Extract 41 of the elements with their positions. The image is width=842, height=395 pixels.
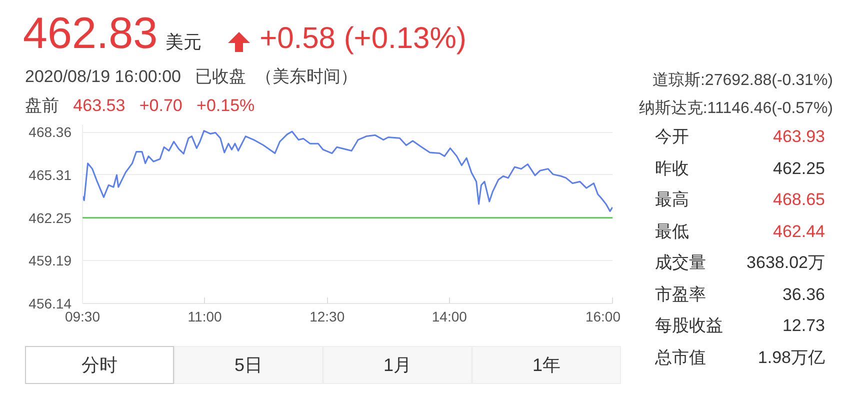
text: 462.25 xyxy=(773,158,825,178)
text: 道琼斯:27692.88(-0.31%) xyxy=(651,70,833,91)
text: 36.36 xyxy=(782,284,825,304)
text: 2020/08/19 16:00:00 已收盘 （美东时间） xyxy=(25,67,358,86)
category-label: 昨收 xyxy=(655,158,689,180)
text: 3638.02万 xyxy=(746,253,825,272)
category-label: 今开 xyxy=(655,126,689,148)
x-tick-label: 14:00 xyxy=(432,308,468,324)
category-label: 总市值 xyxy=(655,346,706,368)
text: +0.58 (+0.13%) xyxy=(260,22,466,55)
text: 1月 xyxy=(323,346,472,384)
category-label: 最高 xyxy=(655,189,689,211)
y-tick-label: 465.31 xyxy=(28,166,72,183)
text: 5日 xyxy=(174,346,323,384)
category-label: 每股收益 xyxy=(655,315,723,337)
x-tick-label: 16:00 xyxy=(585,308,621,324)
text: 盘前 xyxy=(25,96,59,115)
x-tick-label: 09:30 xyxy=(64,308,100,324)
text: +0.70 xyxy=(139,96,182,115)
y-tick-label: 468.36 xyxy=(28,124,72,140)
text: 纳斯达克:11146.46(-0.57%) xyxy=(638,98,833,119)
chart-subtitle: 美元 xyxy=(166,32,202,52)
text: 463.93 xyxy=(773,127,825,146)
category-label: 最低 xyxy=(655,220,689,242)
chart-title: 462.83 xyxy=(23,9,158,58)
category-label: 成交量 xyxy=(655,252,706,274)
text: 12.73 xyxy=(782,316,825,335)
y-tick-label: 459.19 xyxy=(28,252,72,269)
y-tick-label: 456.14 xyxy=(28,296,72,312)
text: 1.98万亿 xyxy=(758,348,825,366)
x-tick-label: 12:30 xyxy=(310,308,345,324)
category-label: 市盈率 xyxy=(655,284,706,306)
x-tick-label: 11:00 xyxy=(188,308,222,324)
text: 1年 xyxy=(472,346,621,384)
text: 463.53 xyxy=(73,96,126,115)
text: 分时 xyxy=(25,346,174,384)
text: +0.15% xyxy=(196,96,255,115)
text: 462.44 xyxy=(773,222,825,240)
text: 468.65 xyxy=(773,190,825,209)
line-series xyxy=(82,130,612,212)
y-tick-label: 462.25 xyxy=(28,210,72,226)
